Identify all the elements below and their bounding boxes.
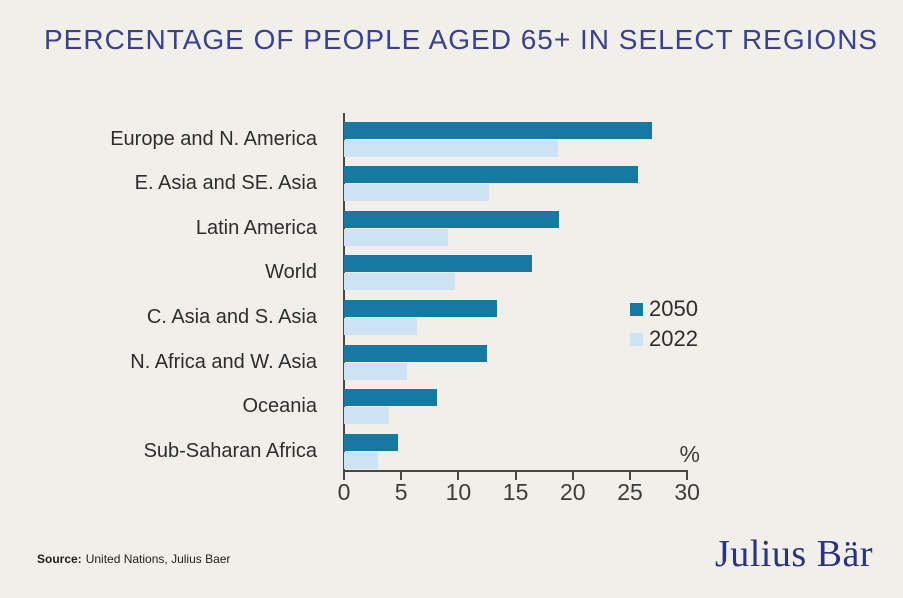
bar-2022 bbox=[344, 407, 389, 424]
legend-label-2022: 2022 bbox=[649, 326, 698, 351]
bar-2050 bbox=[344, 166, 638, 183]
category-label: World bbox=[265, 261, 317, 283]
source-text: United Nations, Julius Baer bbox=[85, 552, 231, 566]
x-tick bbox=[514, 472, 517, 480]
x-tick-label: 30 bbox=[674, 479, 700, 505]
legend-label-2050: 2050 bbox=[649, 296, 698, 321]
bar-2050 bbox=[344, 300, 497, 317]
page-title: PERCENTAGE OF PEOPLE AGED 65+ IN SELECT … bbox=[44, 24, 879, 55]
legend-swatch-2050 bbox=[630, 303, 643, 316]
x-axis-line bbox=[343, 470, 688, 472]
source-label: Source: bbox=[37, 552, 82, 566]
x-axis-unit-label: % bbox=[679, 441, 700, 467]
x-tick bbox=[457, 472, 460, 480]
x-tick bbox=[400, 472, 403, 480]
x-tick bbox=[686, 472, 689, 480]
x-tick-label: 5 bbox=[394, 479, 408, 505]
x-tick-label: 20 bbox=[560, 479, 586, 505]
bar-2050 bbox=[344, 345, 487, 362]
y-axis-line bbox=[343, 113, 345, 472]
category-label: N. Africa and W. Asia bbox=[130, 351, 317, 373]
x-tick bbox=[343, 472, 345, 480]
julius-baer-logo: Julius Bär bbox=[714, 533, 873, 575]
x-tick-label: 10 bbox=[445, 479, 472, 505]
bar-2022 bbox=[344, 184, 489, 201]
bar-2050 bbox=[344, 211, 559, 228]
category-label: C. Asia and S. Asia bbox=[146, 306, 317, 328]
category-label: E. Asia and SE. Asia bbox=[134, 172, 317, 194]
category-label: Sub-Saharan Africa bbox=[143, 440, 317, 462]
category-label: Oceania bbox=[242, 395, 318, 417]
bar-2022 bbox=[344, 318, 417, 335]
bar-2050 bbox=[344, 389, 437, 406]
x-tick bbox=[629, 472, 631, 480]
x-tick-label: 25 bbox=[617, 479, 643, 505]
bar-2022 bbox=[344, 363, 407, 380]
source-line: Source: United Nations, Julius Baer bbox=[37, 552, 230, 566]
bar-2022 bbox=[344, 452, 378, 469]
x-tick-label: 15 bbox=[502, 479, 529, 505]
category-label: Latin America bbox=[195, 217, 317, 239]
bar-2050 bbox=[344, 434, 398, 451]
bar-2050 bbox=[344, 255, 532, 272]
bar-2022 bbox=[344, 140, 558, 157]
x-tick-label: 0 bbox=[337, 479, 351, 505]
bar-2050 bbox=[344, 122, 652, 139]
category-label: Europe and N. America bbox=[110, 128, 317, 150]
bar-2022 bbox=[344, 229, 448, 246]
x-tick bbox=[571, 472, 574, 480]
legend-swatch-2022 bbox=[630, 333, 643, 346]
bar-2022 bbox=[344, 273, 455, 290]
